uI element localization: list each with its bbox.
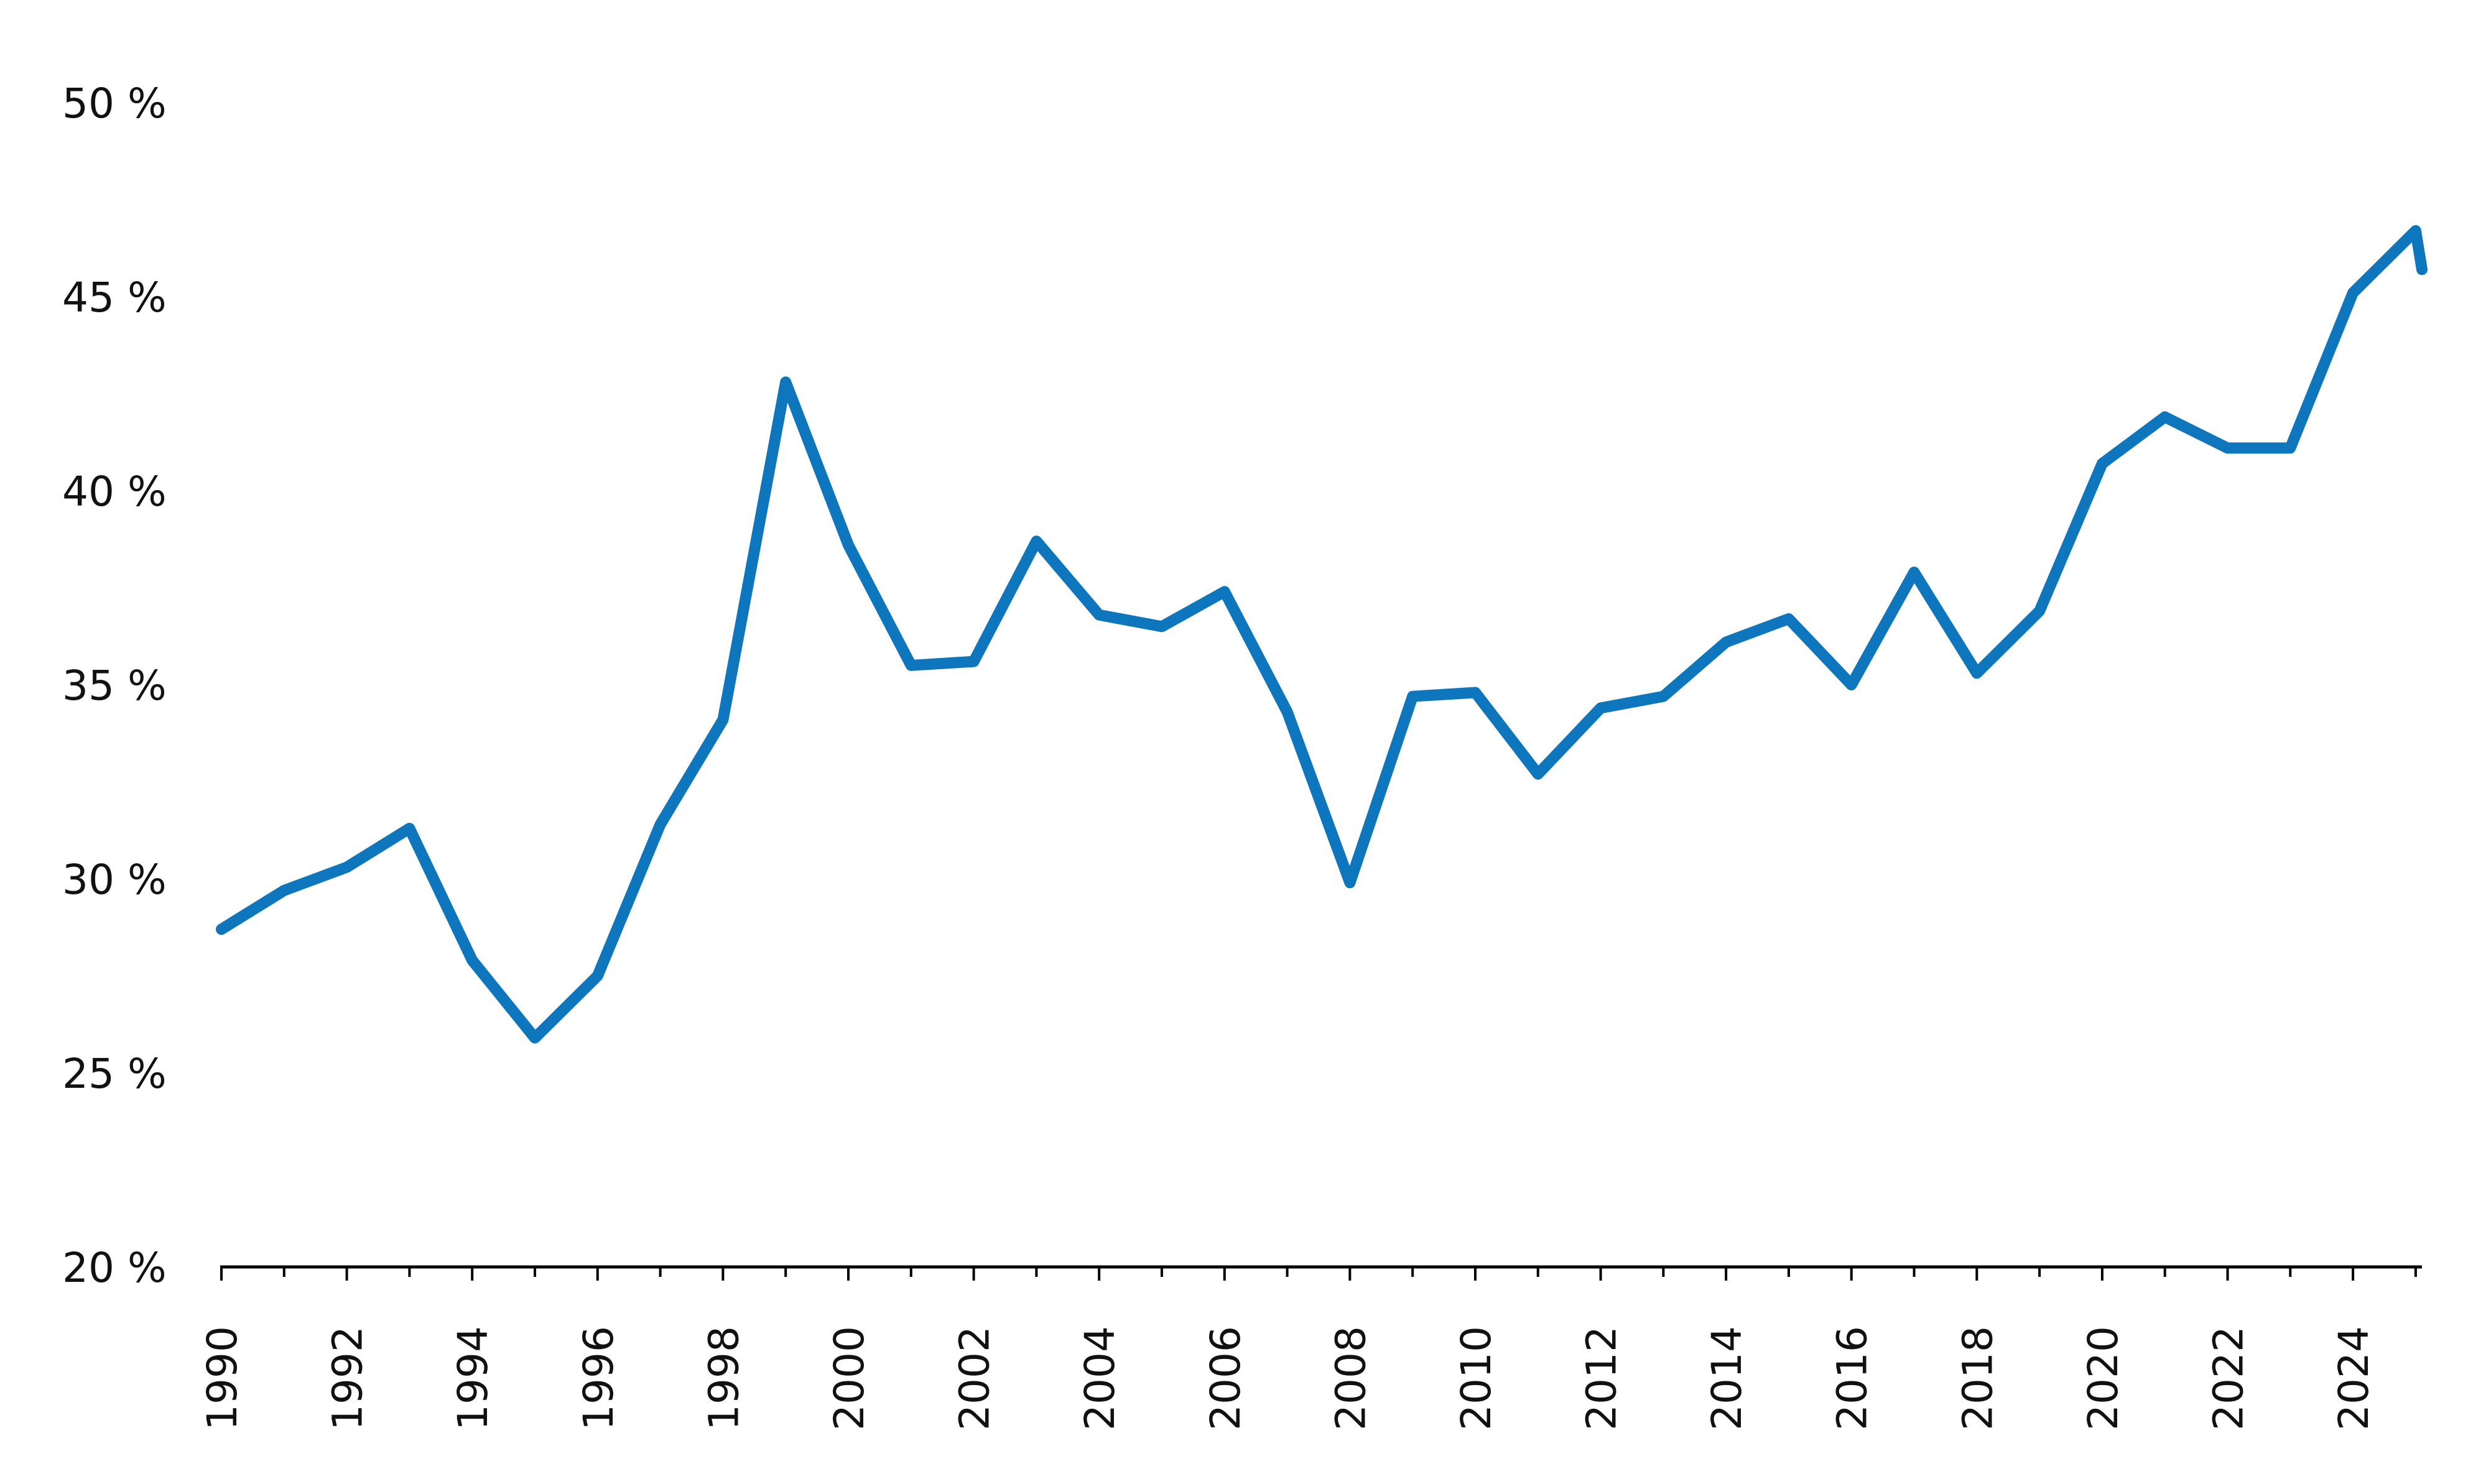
x-tick-label: 2014 — [1703, 1326, 1751, 1431]
x-tick-label: 2012 — [1578, 1326, 1626, 1431]
y-tick-label: 30 % — [62, 856, 167, 904]
y-tick-label: 45 % — [62, 274, 167, 322]
data-point — [846, 542, 851, 547]
x-tick-label: 2016 — [1829, 1326, 1876, 1431]
data-point — [2100, 461, 2105, 466]
data-point — [1159, 624, 1164, 629]
data-point — [1285, 710, 1290, 715]
data-point — [2163, 414, 2168, 419]
y-tick-label: 20 % — [62, 1244, 167, 1292]
data-point — [1097, 613, 1102, 618]
data-point — [658, 822, 663, 827]
y-axis-tick-labels: 20 % 25 % 30 % 35 % 40 % 45 % 50 % — [62, 80, 167, 1292]
data-point — [1473, 690, 1478, 695]
y-tick-label: 25 % — [62, 1050, 167, 1098]
x-tick-label: 2010 — [1452, 1326, 1500, 1431]
data-point — [1974, 670, 1979, 675]
x-tick-label: 1996 — [575, 1326, 623, 1431]
x-axis-tick-labels: 1990 1992 1994 1996 1998 2000 2002 2004 2006 2008… — [198, 1326, 2378, 1431]
x-tick-label: 1994 — [449, 1326, 497, 1431]
data-point — [1723, 639, 1728, 644]
x-tick-label: 2004 — [1076, 1326, 1124, 1431]
series-group — [216, 225, 2428, 1044]
y-tick-label: 50 % — [62, 80, 167, 128]
x-tick-label: 2006 — [1202, 1326, 1250, 1431]
data-point — [2413, 228, 2418, 233]
data-point — [1410, 694, 1415, 699]
data-point — [1912, 570, 1917, 575]
data-point — [532, 1036, 537, 1041]
y-tick-label: 35 % — [62, 662, 167, 710]
data-point — [909, 663, 914, 668]
data-point — [282, 888, 287, 893]
data-point — [407, 826, 412, 831]
data-point — [1849, 682, 1854, 687]
data-point — [219, 927, 224, 932]
x-tick-label: 2018 — [1954, 1326, 2001, 1431]
x-tick-label: 2024 — [2330, 1326, 2378, 1431]
data-point — [2288, 445, 2293, 450]
x-tick-label: 1998 — [700, 1326, 748, 1431]
x-axis-ticks — [220, 1267, 2417, 1281]
data-point — [783, 379, 788, 384]
x-tick-label: 2000 — [825, 1326, 873, 1431]
series-line — [216, 225, 2428, 1044]
x-tick-label: 1990 — [198, 1326, 246, 1431]
data-point — [595, 973, 600, 978]
data-point — [1786, 616, 1791, 621]
data-point — [345, 865, 350, 870]
x-tick-label: 2008 — [1327, 1326, 1375, 1431]
data-point — [2037, 608, 2042, 613]
data-point — [1598, 705, 1603, 710]
x-tick-label: 1992 — [324, 1326, 372, 1431]
data-point — [1347, 880, 1352, 885]
data-point — [720, 717, 725, 722]
data-point — [1661, 694, 1666, 699]
data-point — [1536, 772, 1541, 777]
data-point — [1222, 589, 1227, 594]
x-tick-label: 2022 — [2205, 1326, 2253, 1431]
x-tick-label: 2020 — [2079, 1326, 2127, 1431]
x-axis: 1990 1992 1994 1996 1998 2000 2002 2004 2006 2008… — [198, 1265, 2422, 1431]
data-point — [1034, 539, 1039, 544]
data-point — [972, 659, 976, 664]
data-point — [2419, 267, 2424, 272]
data-point — [2225, 445, 2230, 450]
data-point — [470, 958, 475, 963]
data-point — [2350, 290, 2355, 295]
x-tick-label: 2002 — [951, 1326, 999, 1431]
y-tick-label: 40 % — [62, 468, 167, 516]
